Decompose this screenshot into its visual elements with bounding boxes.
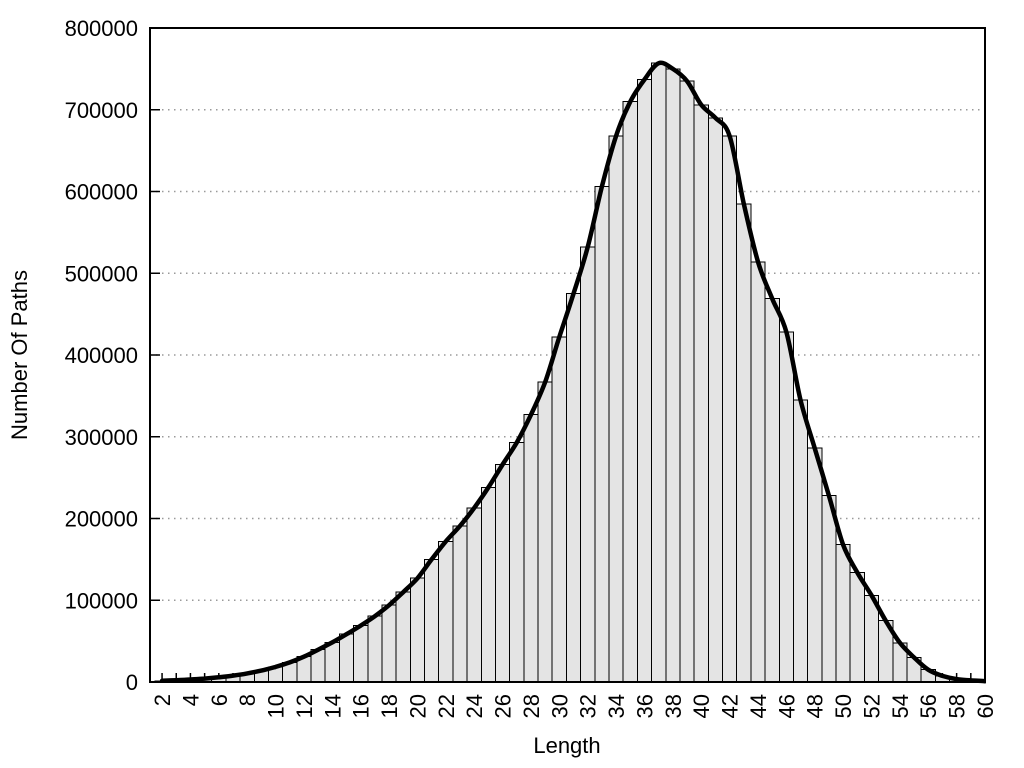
histogram-bar bbox=[849, 571, 865, 683]
x-tick-label: 44 bbox=[746, 694, 771, 718]
histogram-bar bbox=[494, 464, 511, 683]
histogram-bar bbox=[821, 495, 837, 683]
histogram-bar bbox=[324, 641, 340, 683]
x-tick-label: 58 bbox=[945, 694, 970, 718]
x-tick-label: 6 bbox=[207, 694, 232, 706]
histogram-bar bbox=[594, 186, 610, 683]
histogram-bar bbox=[665, 68, 681, 683]
x-tick-label: 22 bbox=[434, 694, 459, 718]
histogram-bar bbox=[750, 261, 766, 683]
histogram-bar bbox=[764, 298, 780, 683]
histogram-bar bbox=[778, 331, 794, 683]
y-tick-label: 100000 bbox=[65, 588, 138, 613]
histogram-bar bbox=[679, 80, 695, 683]
y-tick-label: 500000 bbox=[65, 261, 138, 286]
x-tick-label: 34 bbox=[604, 694, 629, 718]
x-tick-label: 26 bbox=[491, 694, 516, 718]
histogram-bar bbox=[792, 399, 809, 683]
y-axis-title: Number Of Paths bbox=[7, 270, 32, 440]
x-tick-label: 28 bbox=[519, 694, 544, 718]
histogram-bar bbox=[424, 558, 440, 683]
histogram-bar bbox=[367, 615, 383, 683]
x-tick-label: 8 bbox=[235, 694, 260, 706]
plot-area: 0 100000 200000 300000 400000 500000 600000 700… bbox=[65, 16, 998, 718]
x-tick-label: 20 bbox=[405, 694, 430, 718]
y-tick-label: 800000 bbox=[65, 16, 138, 41]
histogram-bar bbox=[353, 625, 369, 683]
x-tick-label: 12 bbox=[292, 694, 317, 718]
histogram-bar bbox=[636, 79, 653, 683]
histogram-bar bbox=[651, 62, 667, 683]
histogram-bar bbox=[807, 447, 823, 683]
histogram-bar bbox=[537, 381, 553, 683]
histogram-bar bbox=[707, 117, 724, 683]
x-tick-label: 36 bbox=[632, 694, 657, 718]
histogram-bar bbox=[395, 591, 411, 683]
frequency-curve bbox=[159, 60, 986, 684]
x-tick-label: 32 bbox=[576, 694, 601, 718]
histogram-bar bbox=[523, 414, 539, 683]
histogram-bar bbox=[480, 486, 496, 683]
x-tick-label: 48 bbox=[803, 694, 828, 718]
x-tick-label: 40 bbox=[689, 694, 714, 718]
y-tick-label: 700000 bbox=[65, 98, 138, 123]
x-tick-label: 52 bbox=[859, 694, 884, 718]
histogram-bar bbox=[381, 604, 397, 683]
x-tick-label: 54 bbox=[888, 694, 913, 718]
x-tick-label: 42 bbox=[718, 694, 743, 718]
y-tick-label: 300000 bbox=[65, 425, 138, 450]
x-tick-label: 50 bbox=[831, 694, 856, 718]
x-tick-label: 46 bbox=[774, 694, 799, 718]
x-tick-label: 14 bbox=[320, 694, 345, 718]
y-tick-label: 200000 bbox=[65, 507, 138, 532]
x-tick-label: 18 bbox=[377, 694, 402, 718]
histogram-bar bbox=[551, 336, 567, 683]
histogram-bar bbox=[580, 246, 596, 683]
x-tick-label: 10 bbox=[264, 694, 289, 718]
plot-border bbox=[149, 27, 986, 683]
histogram-bar bbox=[608, 135, 624, 683]
y-tick-label: 400000 bbox=[65, 343, 138, 368]
histogram-bar bbox=[509, 441, 525, 683]
y-tick-label: 600000 bbox=[65, 180, 138, 205]
histogram-bar bbox=[565, 293, 582, 683]
histogram-bar bbox=[409, 577, 426, 683]
x-tick-label: 24 bbox=[462, 694, 487, 718]
x-axis-title: Length bbox=[533, 733, 600, 758]
histogram-bar bbox=[736, 203, 752, 683]
histogram-bar bbox=[438, 540, 454, 683]
y-tick-label: 0 bbox=[126, 670, 138, 695]
histogram-bar bbox=[835, 544, 851, 683]
histogram-bar bbox=[622, 101, 638, 683]
x-tick-label: 4 bbox=[178, 694, 203, 706]
histogram-bars bbox=[154, 62, 986, 683]
histogram-bar bbox=[452, 525, 468, 683]
x-tick-label: 30 bbox=[547, 694, 572, 718]
x-tick-label: 38 bbox=[661, 694, 686, 718]
x-tick-label: 56 bbox=[916, 694, 941, 718]
x-tick-label: 16 bbox=[349, 694, 374, 718]
histogram-bar bbox=[466, 507, 482, 683]
histogram-bar bbox=[693, 104, 709, 683]
x-tick-label: 60 bbox=[973, 694, 998, 718]
x-tick-label: 2 bbox=[150, 694, 175, 706]
histogram-bar bbox=[338, 633, 355, 683]
histogram-bar bbox=[722, 135, 738, 683]
